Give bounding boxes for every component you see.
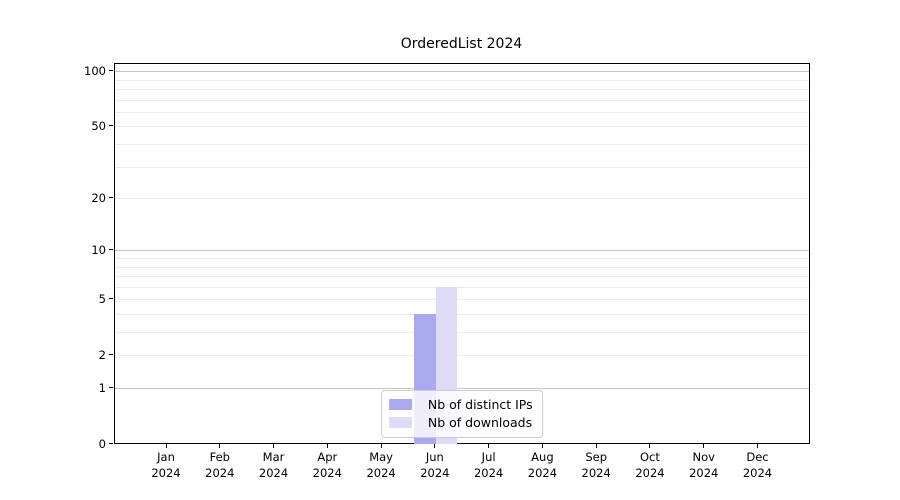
y-tick-label: 20 [91,190,106,205]
minor-gridline [114,126,809,128]
x-tick-label: Aug 2024 [527,450,558,480]
minor-gridline [114,286,809,288]
x-tick-label: Dec 2024 [742,450,773,480]
x-tick-mark [380,443,382,448]
major-gridline [114,250,809,252]
x-tick-mark [757,443,758,448]
minor-gridline [114,299,809,301]
x-tick-mark [219,443,221,448]
y-tick-mark [109,387,113,388]
legend-item-distinct-ips: Nb of distinct IPs [388,396,533,414]
minor-gridline [114,355,809,357]
y-tick-mark [109,125,113,127]
minor-gridline [114,276,809,278]
x-tick-mark [703,443,705,448]
y-tick-mark [109,70,113,72]
y-tick-mark [109,443,113,444]
x-tick-label: Mar 2024 [258,450,289,480]
minor-gridline [114,198,809,200]
chart-title: OrderedList 2024 [400,36,523,52]
y-tick-mark [109,354,113,356]
minor-gridline [114,99,809,101]
y-tick-mark [109,197,113,199]
legend: Nb of distinct IPs Nb of downloads [380,389,543,438]
x-tick-label: Jun 2024 [420,450,450,480]
y-tick-label: 100 [84,63,106,78]
minor-gridline [114,111,809,113]
x-tick-label: May 2024 [366,450,396,480]
plot-area: Nb of distinct IPs Nb of downloads [113,62,810,445]
y-tick-label: 5 [98,291,106,306]
x-tick-label: Oct 2024 [635,450,665,480]
x-tick-mark [326,443,328,448]
minor-gridline [114,79,809,81]
minor-gridline [114,166,809,168]
y-tick-mark [109,249,113,251]
legend-label-distinct-ips: Nb of distinct IPs [427,397,533,412]
x-tick-mark [165,443,167,448]
minor-gridline [114,144,809,146]
minor-gridline [114,89,809,91]
major-gridline [114,71,809,73]
minor-gridline [114,266,809,268]
legend-item-downloads: Nb of downloads [388,414,533,432]
y-tick-mark [109,298,113,300]
minor-gridline [114,313,809,315]
x-tick-label: Jan 2024 [151,450,181,480]
x-tick-label: Nov 2024 [689,450,719,480]
y-tick-label: 10 [91,242,106,257]
x-tick-label: Feb 2024 [205,450,235,480]
x-tick-mark [541,443,543,448]
x-tick-label: Apr 2024 [312,450,342,480]
y-tick-label: 50 [91,118,106,133]
minor-gridline [114,258,809,259]
x-tick-mark [273,443,275,448]
x-tick-label: Sep 2024 [581,450,611,480]
y-tick-label: 2 [98,347,106,362]
y-tick-label: 0 [98,436,106,451]
major-gridline [114,388,809,389]
y-tick-label: 1 [98,380,106,395]
legend-swatch-distinct-ips-icon [388,399,412,410]
x-tick-mark [649,443,651,448]
x-tick-mark [488,443,490,448]
legend-label-downloads: Nb of downloads [427,415,533,430]
x-tick-mark [434,443,436,448]
x-tick-mark [595,443,597,448]
x-tick-label: Jul 2024 [473,450,504,480]
legend-swatch-downloads-icon [388,417,412,428]
minor-gridline [114,332,809,334]
